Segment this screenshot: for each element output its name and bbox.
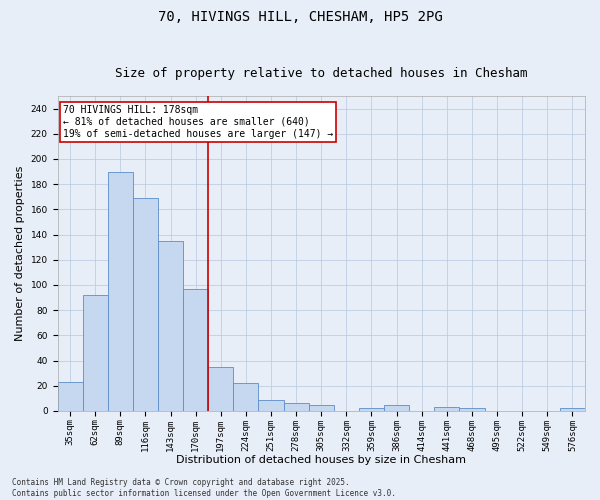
Text: 70, HIVINGS HILL, CHESHAM, HP5 2PG: 70, HIVINGS HILL, CHESHAM, HP5 2PG: [158, 10, 442, 24]
Bar: [158, 241, 183, 411]
Y-axis label: Number of detached properties: Number of detached properties: [15, 166, 25, 341]
Bar: [309, 404, 334, 411]
Bar: [259, 400, 284, 411]
Bar: [359, 408, 384, 411]
Bar: [58, 382, 83, 411]
Bar: [384, 404, 409, 411]
Bar: [460, 408, 485, 411]
Bar: [560, 408, 585, 411]
Title: Size of property relative to detached houses in Chesham: Size of property relative to detached ho…: [115, 66, 527, 80]
Bar: [108, 172, 133, 411]
Text: 70 HIVINGS HILL: 178sqm
← 81% of detached houses are smaller (640)
19% of semi-d: 70 HIVINGS HILL: 178sqm ← 81% of detache…: [63, 106, 333, 138]
Text: Contains HM Land Registry data © Crown copyright and database right 2025.
Contai: Contains HM Land Registry data © Crown c…: [12, 478, 396, 498]
Bar: [133, 198, 158, 411]
X-axis label: Distribution of detached houses by size in Chesham: Distribution of detached houses by size …: [176, 455, 466, 465]
Bar: [233, 383, 259, 411]
Bar: [434, 407, 460, 411]
Bar: [208, 367, 233, 411]
Bar: [183, 288, 208, 411]
Bar: [83, 295, 108, 411]
Bar: [284, 404, 309, 411]
